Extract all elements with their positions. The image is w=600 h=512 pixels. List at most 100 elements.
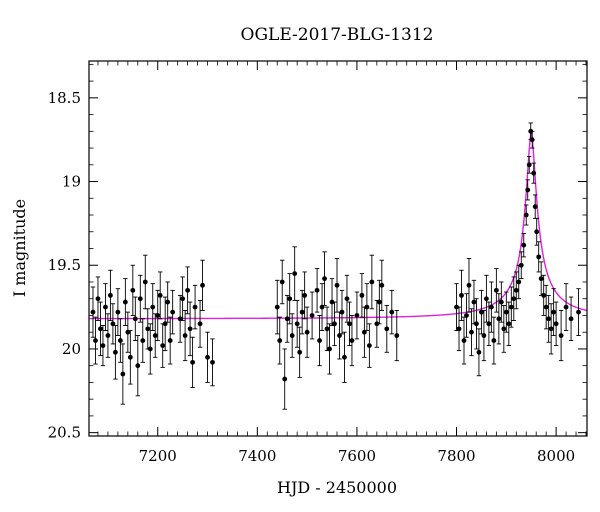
- plot-area: [89, 122, 588, 410]
- y-tick-label: 19.5: [48, 256, 81, 274]
- point-marker: [137, 296, 143, 302]
- point-marker: [292, 271, 298, 277]
- data-point: [170, 289, 176, 335]
- data-point: [536, 241, 542, 273]
- data-point: [474, 298, 479, 350]
- data-point: [344, 274, 350, 323]
- data-point: [471, 279, 477, 325]
- point-marker: [493, 287, 499, 293]
- point-marker: [481, 333, 487, 338]
- data-point: [284, 294, 290, 343]
- point-marker: [364, 304, 370, 310]
- data-point: [511, 276, 517, 321]
- data-point: [551, 288, 557, 337]
- point-marker: [160, 343, 166, 348]
- data-point: [95, 276, 101, 321]
- data-point: [464, 293, 469, 338]
- point-marker: [205, 354, 210, 360]
- data-point: [90, 286, 96, 338]
- data-point: [314, 268, 320, 313]
- data-point: [115, 288, 121, 337]
- point-marker: [90, 309, 96, 315]
- point-marker: [536, 254, 542, 260]
- point-marker: [558, 333, 564, 338]
- point-marker: [155, 313, 161, 318]
- point-marker: [354, 313, 360, 318]
- point-marker: [324, 326, 330, 332]
- point-marker: [182, 333, 188, 338]
- data-point: [342, 331, 347, 383]
- data-point: [526, 155, 532, 174]
- data-point: [503, 291, 509, 333]
- data-point: [389, 289, 395, 335]
- data-point: [496, 293, 502, 345]
- data-point: [541, 274, 547, 316]
- data-point: [127, 330, 133, 385]
- y-tick-label: 20.5: [48, 424, 81, 442]
- x-tick-label: 7400: [238, 447, 276, 465]
- data-point: [376, 279, 382, 325]
- point-marker: [551, 309, 557, 315]
- point-marker: [496, 316, 502, 322]
- data-point: [488, 281, 494, 333]
- data-point: [506, 301, 512, 347]
- point-marker: [192, 304, 198, 310]
- y-tick-label: 18.5: [48, 89, 81, 107]
- data-point: [157, 271, 163, 320]
- data-point: [466, 258, 472, 313]
- data-point: [182, 309, 188, 362]
- data-point: [190, 336, 195, 388]
- point-marker: [284, 316, 290, 322]
- data-point: [150, 283, 156, 331]
- data-point: [553, 301, 559, 347]
- point-marker: [511, 296, 517, 302]
- data-point: [521, 232, 527, 258]
- data-point: [322, 251, 327, 306]
- data-point: [332, 301, 337, 347]
- point-marker: [135, 363, 141, 369]
- point-marker: [145, 326, 151, 332]
- point-marker: [389, 309, 395, 315]
- data-point: [484, 274, 489, 323]
- data-point: [498, 281, 504, 323]
- data-point: [481, 309, 487, 362]
- data-point: [529, 130, 535, 149]
- point-marker: [366, 343, 372, 348]
- data-point: [302, 271, 308, 320]
- point-marker: [177, 316, 183, 322]
- data-point: [459, 269, 464, 321]
- point-marker: [466, 282, 472, 288]
- point-marker: [541, 292, 547, 298]
- data-point: [568, 296, 574, 342]
- point-marker: [304, 329, 310, 335]
- data-point: [361, 306, 367, 358]
- data-point: [558, 309, 564, 362]
- point-marker: [167, 338, 173, 343]
- data-point: [349, 315, 355, 367]
- data-point: [197, 299, 203, 348]
- point-marker: [112, 349, 118, 355]
- point-marker: [361, 329, 367, 335]
- data-point: [546, 294, 552, 343]
- point-marker: [147, 346, 153, 352]
- point-marker: [384, 326, 390, 332]
- point-marker: [376, 299, 382, 305]
- data-point: [379, 259, 385, 311]
- point-marker: [506, 321, 512, 327]
- point-marker: [523, 212, 529, 218]
- data-point: [317, 315, 322, 367]
- point-marker: [165, 299, 171, 305]
- point-marker: [125, 329, 131, 335]
- data-point: [117, 318, 123, 363]
- data-point: [110, 303, 116, 345]
- data-point: [469, 308, 474, 357]
- point-marker: [287, 296, 293, 302]
- point-marker: [329, 299, 335, 305]
- point-marker: [142, 279, 148, 285]
- point-marker: [319, 304, 325, 310]
- data-point: [319, 283, 325, 331]
- point-marker: [130, 287, 136, 293]
- point-marker: [150, 304, 156, 310]
- point-marker: [553, 321, 559, 327]
- point-marker: [576, 309, 581, 315]
